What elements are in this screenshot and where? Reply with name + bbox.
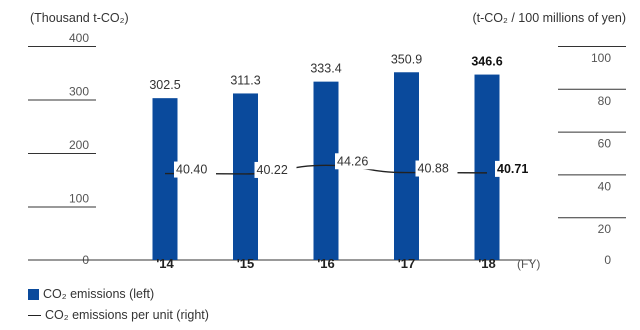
right-tick-label: 80 — [598, 94, 612, 108]
line-label-background — [495, 160, 537, 177]
bar-value-label: 346.6 — [471, 55, 502, 69]
bar-value-label: 311.3 — [230, 73, 260, 87]
line-legend-swatch — [28, 314, 41, 316]
left-axis-unit: (Thousand t-CO₂) — [30, 11, 129, 25]
bar-value-label: 302.5 — [149, 78, 180, 92]
bar-value-label: 333.4 — [310, 62, 341, 76]
line-label-background — [415, 160, 458, 177]
category-label: '18 — [478, 256, 496, 271]
line-value-label: 40.88 — [418, 162, 449, 176]
right-tick-label: 0 — [604, 253, 611, 267]
line-label-background — [254, 161, 297, 178]
category-label: '15 — [237, 256, 255, 271]
line-value-label: 40.40 — [176, 163, 207, 177]
category-label: '17 — [398, 256, 416, 271]
fiscal-year-suffix: (FY) — [517, 257, 540, 271]
bar-legend-swatch — [28, 288, 39, 300]
category-axis: '14 '15 '16 '17 '18 — [156, 256, 496, 271]
right-tick-label: 20 — [598, 222, 612, 236]
right-axis-unit: (t-CO₂ / 100 millions of yen) — [472, 11, 626, 25]
line-label-background — [335, 153, 377, 170]
line-label-background — [174, 161, 216, 178]
line-legend-label: CO₂ emissions per unit (right) — [45, 308, 209, 322]
category-label: '14 — [156, 256, 174, 271]
left-tick-label: 200 — [69, 138, 89, 152]
right-tick-label: 100 — [591, 51, 611, 65]
right-tick-label: 60 — [598, 137, 612, 151]
bar — [233, 93, 258, 260]
left-tick-label: 300 — [69, 85, 89, 99]
line-value-label: 44.26 — [337, 154, 368, 168]
bar-legend-label: CO₂ emissions (left) — [43, 287, 155, 301]
legend-item-line: CO₂ emissions per unit (right) — [28, 308, 209, 322]
bar-value-label: 350.9 — [391, 52, 422, 66]
line-value-label: 40.22 — [257, 163, 288, 177]
category-label: '16 — [317, 256, 335, 271]
line-series: 40.40 40.22 44.26 40.88 40.71 — [164, 153, 537, 178]
right-tick-label: 40 — [598, 179, 612, 193]
bar — [313, 81, 339, 260]
right-axis: 0 20 40 60 80 100 — [558, 46, 626, 267]
legend-item-bar: CO₂ emissions (left) — [28, 287, 154, 301]
bar — [152, 98, 178, 260]
bar — [394, 72, 419, 261]
line-value-label: 40.71 — [497, 162, 528, 176]
bar-series: 302.5 311.3 333.4 350.9 346.6 — [149, 52, 503, 261]
left-tick-label: 100 — [69, 192, 89, 206]
left-tick-label: 400 — [69, 31, 89, 45]
